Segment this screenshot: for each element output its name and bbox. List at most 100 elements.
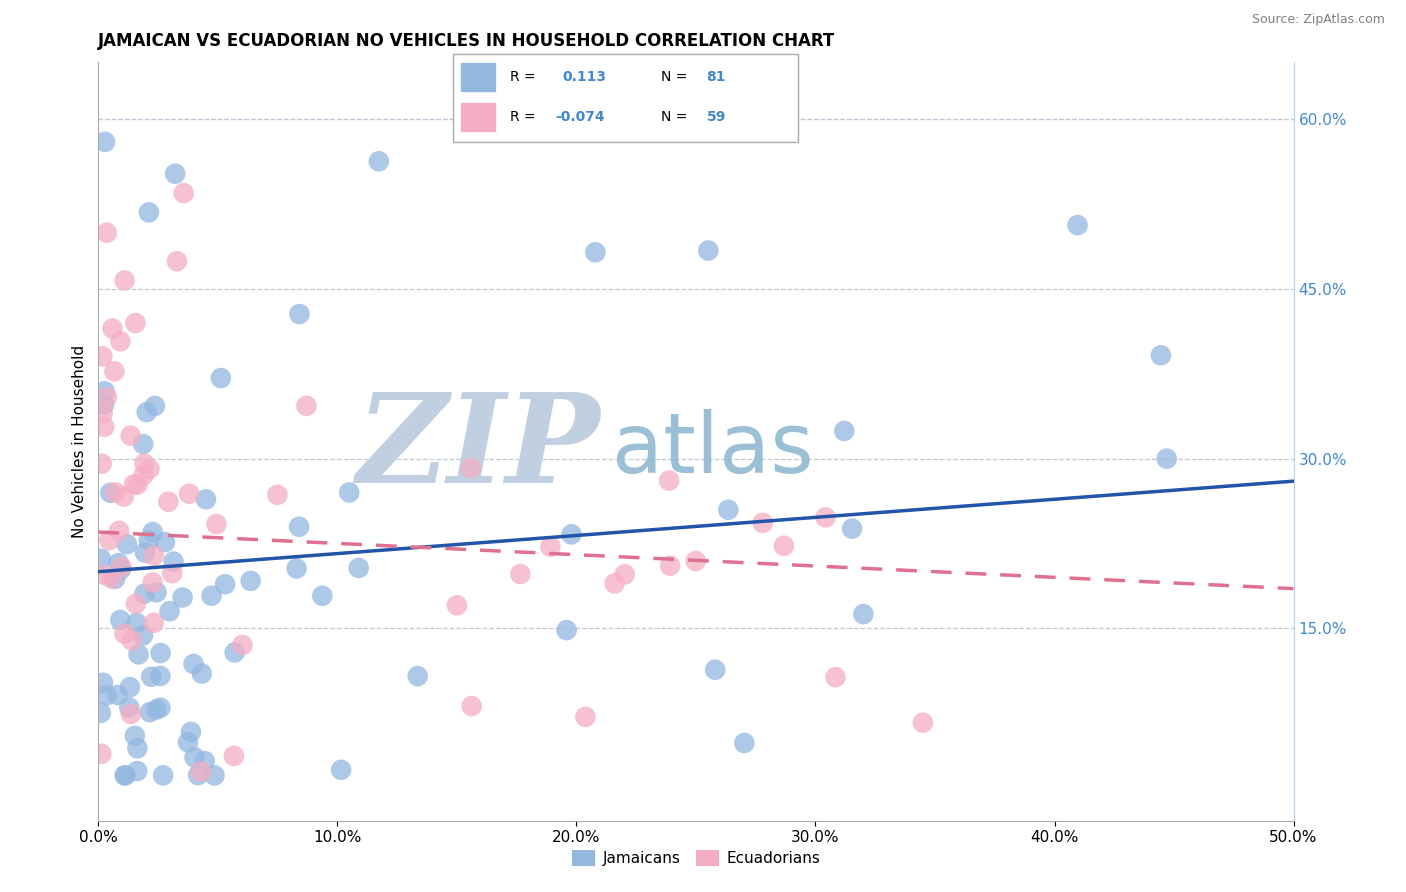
Point [124,316,146,330]
Point [183,657,205,671]
Point [127,741,149,756]
Point [93,384,115,399]
Point [285,561,308,575]
Point [295,399,318,413]
Point [96,689,118,703]
Point [159,604,181,618]
Point [96,226,118,240]
Point [194,754,217,768]
Point [841,522,863,536]
Point [179,487,201,501]
Point [157,495,180,509]
Y-axis label: No Vehicles in Household: No Vehicles in Household [72,345,87,538]
Point [200,589,222,603]
Point [911,715,934,730]
Text: R =: R = [510,70,536,84]
Point [288,307,311,321]
Point [118,680,141,694]
Point [110,562,132,576]
Point [134,457,156,471]
Point [183,750,205,764]
FancyBboxPatch shape [453,54,799,142]
Point [93,398,115,412]
Point [1156,451,1178,466]
Point [134,546,156,560]
Point [149,669,172,683]
Point [139,705,162,719]
Bar [461,62,496,92]
Point [127,764,149,778]
Point [114,768,136,782]
Legend: Jamaicans, Ecuadorians: Jamaicans, Ecuadorians [572,850,820,866]
Point [194,492,217,507]
Point [135,405,157,419]
Point [814,510,837,524]
Point [852,607,875,621]
Point [125,597,148,611]
Point [101,321,124,335]
Point [125,615,148,630]
Point [142,575,165,590]
Point [120,706,142,721]
Point [93,567,115,582]
Point [114,768,136,782]
Text: atlas: atlas [613,409,814,490]
Point [214,577,236,591]
Point [288,520,311,534]
Point [187,768,209,782]
Text: R =: R = [510,110,536,124]
Point [509,567,531,582]
Point [460,699,482,714]
Point [128,648,150,662]
Point [120,428,142,442]
Point [574,710,596,724]
Point [96,390,118,404]
Point [132,468,155,483]
Point [132,628,155,642]
Point [311,589,333,603]
Point [100,571,122,585]
Point [704,663,727,677]
Point [337,485,360,500]
Point [153,535,176,549]
Point [110,560,132,574]
Point [91,675,114,690]
Text: JAMAICAN VS ECUADORIAN NO VEHICLES IN HOUSEHOLD CORRELATION CHART: JAMAICAN VS ECUADORIAN NO VEHICLES IN HO… [98,32,835,50]
Text: ZIP: ZIP [357,388,600,510]
Point [560,527,582,541]
Point [160,566,183,581]
Point [91,349,114,363]
Point [132,437,155,451]
Point [717,503,740,517]
Point [773,539,796,553]
Point [685,554,707,568]
Point [90,747,112,761]
Point [104,572,127,586]
Point [1066,218,1088,232]
Point [108,524,131,538]
Point [406,669,429,683]
Point [122,477,145,491]
Text: N =: N = [661,70,688,84]
Point [173,186,195,201]
Point [555,623,578,637]
Point [697,244,720,258]
Point [90,457,112,471]
Point [107,556,129,570]
Point [149,700,172,714]
Point [603,576,626,591]
Point [149,646,172,660]
Point [134,587,156,601]
Point [138,533,160,548]
Point [127,477,149,491]
Point [90,551,112,566]
Point [231,638,253,652]
Point [145,585,167,599]
Point [1150,348,1173,362]
Point [190,764,212,779]
Point [446,599,468,613]
Point [124,729,146,743]
Point [367,154,389,169]
Point [98,533,121,548]
Point [142,549,165,563]
